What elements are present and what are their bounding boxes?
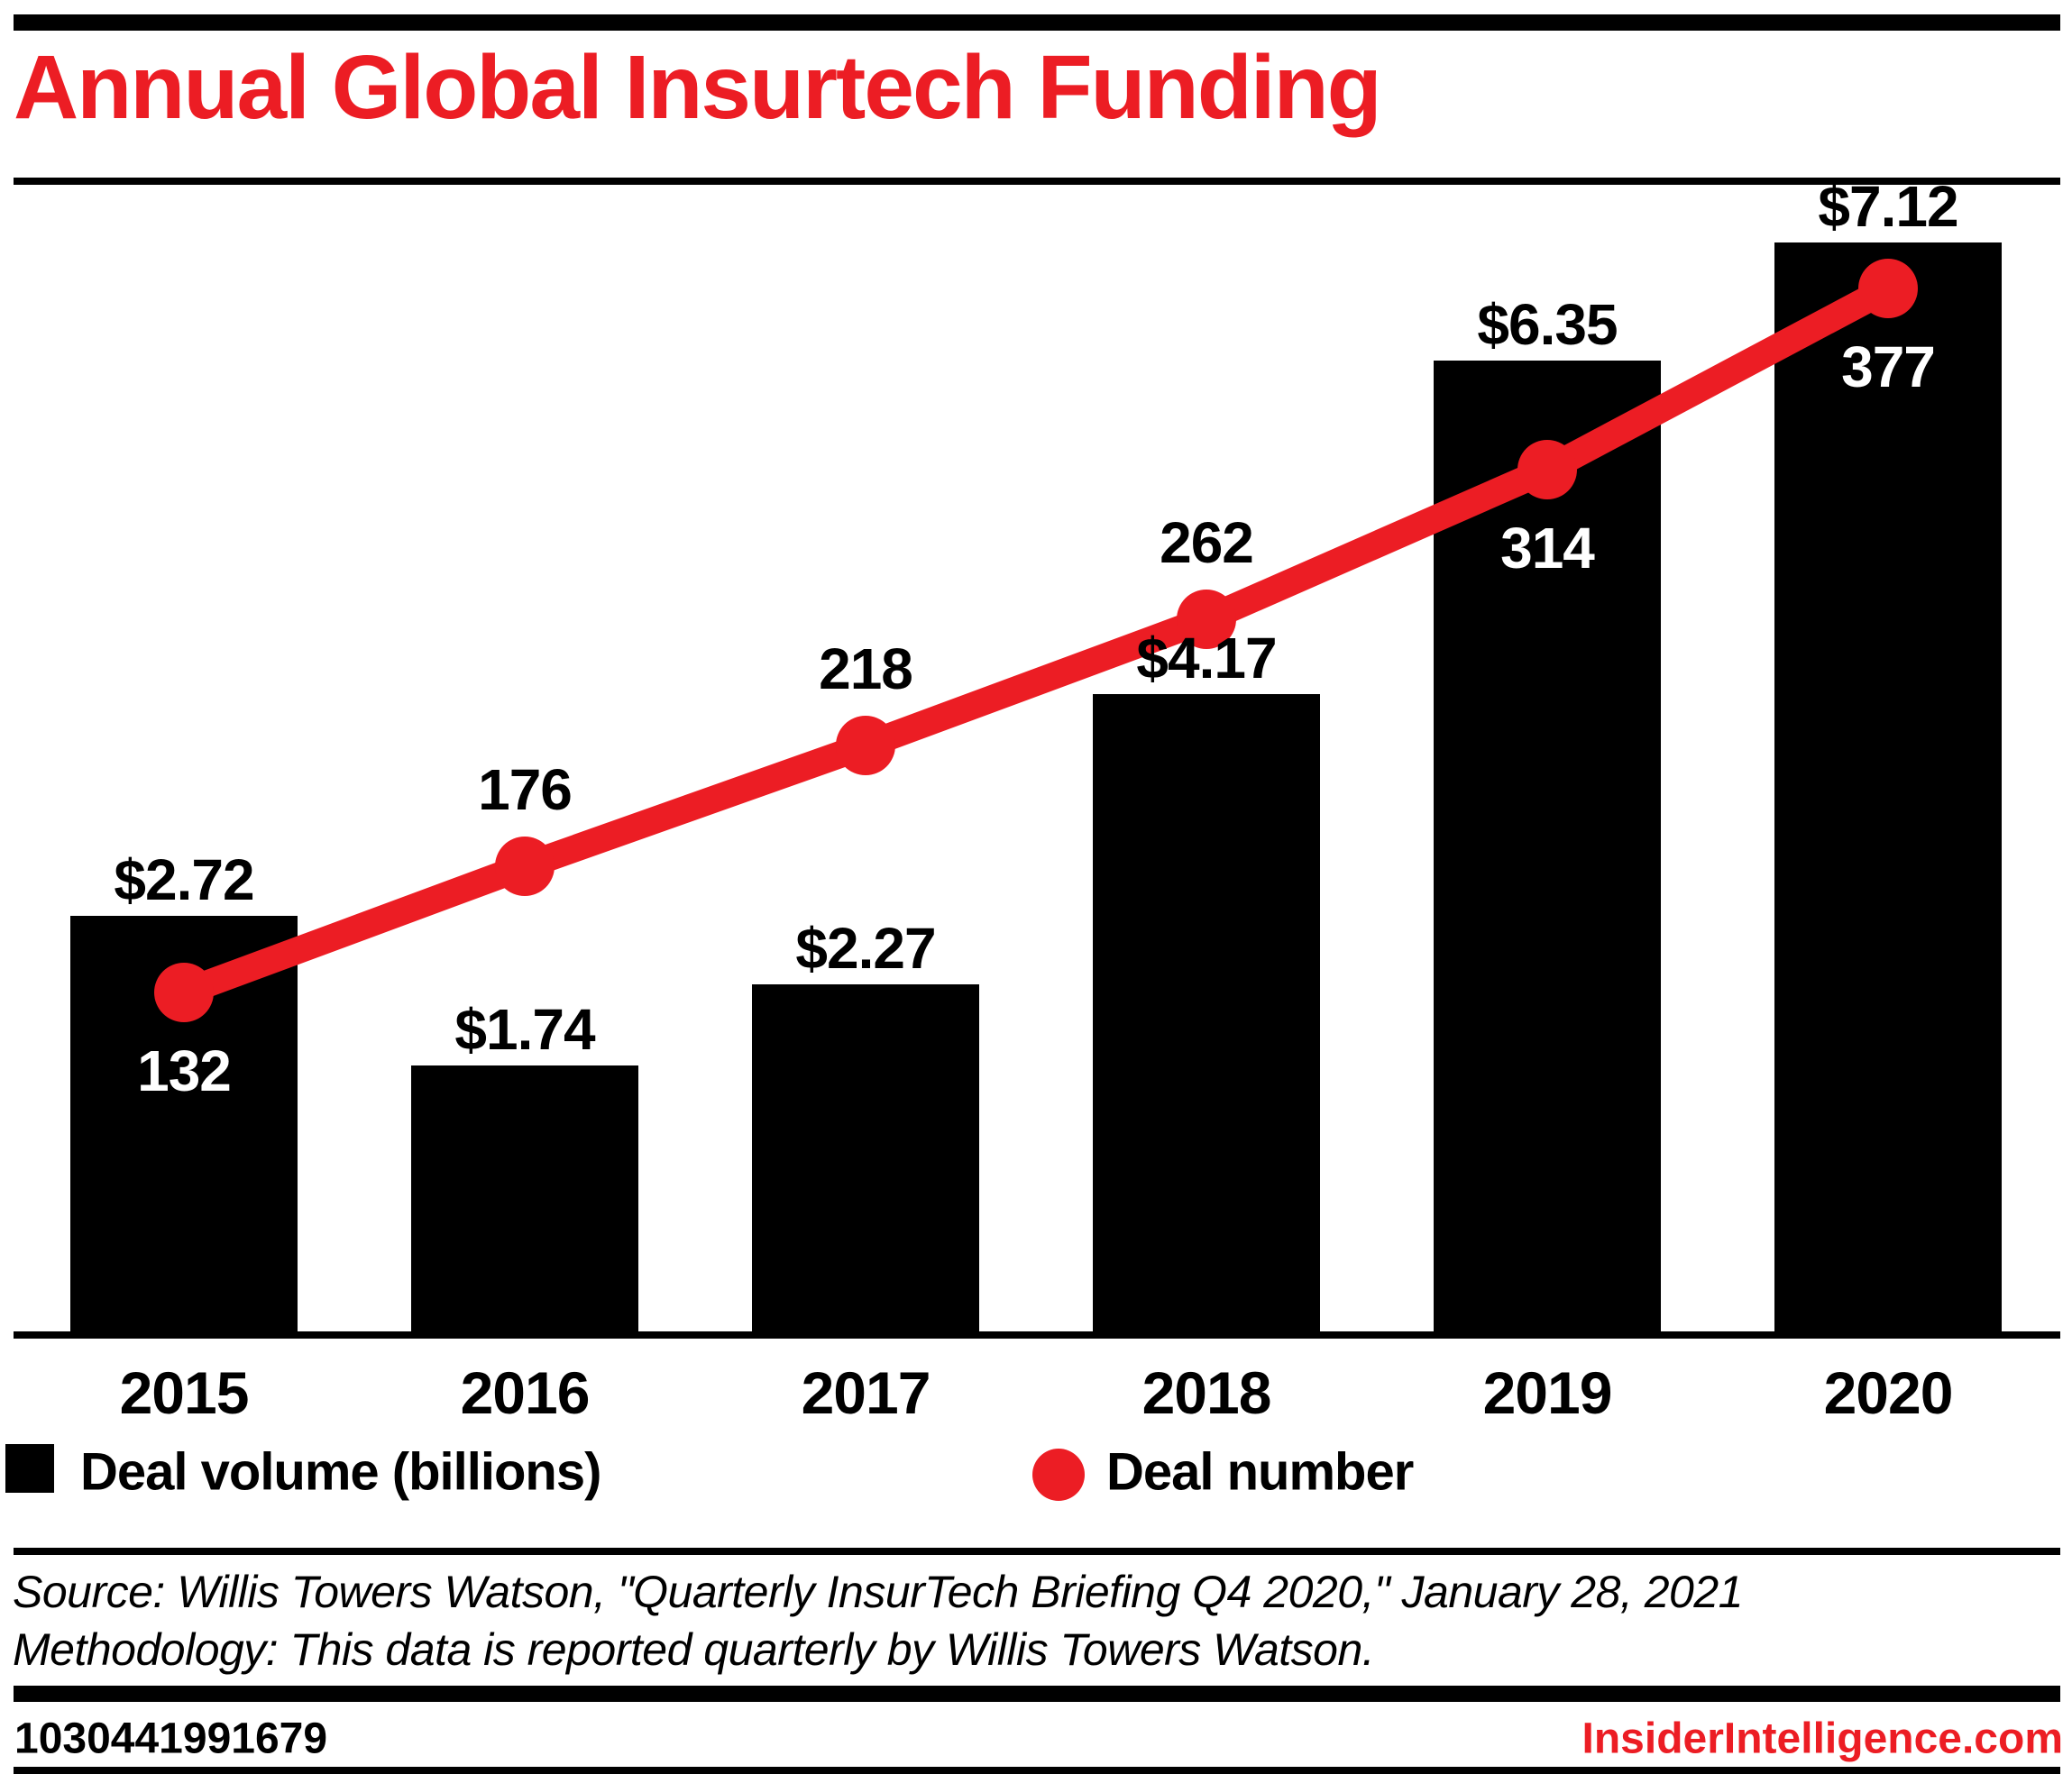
x-axis-label-2020: 2020	[1823, 1359, 1954, 1426]
x-axis-line	[14, 1331, 2060, 1339]
deal-number-point-2017	[836, 716, 895, 775]
legend-line-dot	[1032, 1449, 1085, 1501]
content-id: 1030441991679	[14, 1715, 328, 1763]
deal-number-point-2020	[1858, 259, 1918, 318]
deal-number-label-2018: 262	[1160, 510, 1254, 575]
deal-number-label-2016: 176	[478, 757, 573, 822]
x-axis-label-2017: 2017	[801, 1359, 931, 1426]
bar-2018	[1093, 694, 1320, 1331]
legend-bar-swatch	[5, 1444, 54, 1493]
page-title: Annual Global Insurtech Funding	[14, 37, 1382, 138]
deal-number-point-2019	[1517, 440, 1577, 499]
bar-2020	[1774, 242, 2002, 1331]
bar-2016	[411, 1065, 638, 1331]
deal-number-line	[179, 276, 1895, 1006]
bar-value-label-2016: $1.74	[454, 997, 595, 1062]
source-note: Source: Willis Towers Watson, "Quarterly…	[13, 1567, 1743, 1617]
x-axis-label-2015: 2015	[119, 1359, 250, 1426]
deal-number-label-2015: 132	[137, 1038, 232, 1103]
bottom-brand-bar	[14, 1767, 2060, 1774]
methodology-note: Methodology: This data is reported quart…	[13, 1624, 1375, 1675]
source-divider	[14, 1548, 2060, 1555]
bar-2019	[1434, 361, 1661, 1331]
x-axis-label-2019: 2019	[1482, 1359, 1613, 1426]
x-axis-label-2016: 2016	[460, 1359, 591, 1426]
deal-number-label-2017: 218	[819, 636, 913, 701]
deal-number-point-2015	[154, 963, 214, 1022]
bar-value-label-2020: $7.12	[1818, 174, 1958, 239]
bar-value-label-2017: $2.27	[795, 916, 936, 981]
footer-divider-bar	[14, 1686, 2060, 1702]
bar-value-label-2015: $2.72	[114, 847, 254, 912]
deal-number-label-2020: 377	[1841, 334, 1936, 399]
deal-number-point-2018	[1177, 590, 1236, 649]
insider-intelligence-link[interactable]: InsiderIntelligence.com	[1582, 1715, 2063, 1763]
top-brand-bar	[14, 14, 2060, 31]
x-axis-label-2018: 2018	[1141, 1359, 1272, 1426]
bar-value-label-2019: $6.35	[1477, 292, 1618, 357]
deal-number-label-2019: 314	[1500, 516, 1595, 581]
deal-number-point-2016	[495, 837, 555, 896]
legend-number-label: Deal number	[1106, 1442, 1414, 1502]
title-divider	[14, 178, 2060, 185]
legend-volume-label: Deal volume (billions)	[80, 1442, 601, 1502]
bar-2017	[752, 984, 979, 1331]
bar-value-label-2018: $4.17	[1136, 626, 1277, 690]
